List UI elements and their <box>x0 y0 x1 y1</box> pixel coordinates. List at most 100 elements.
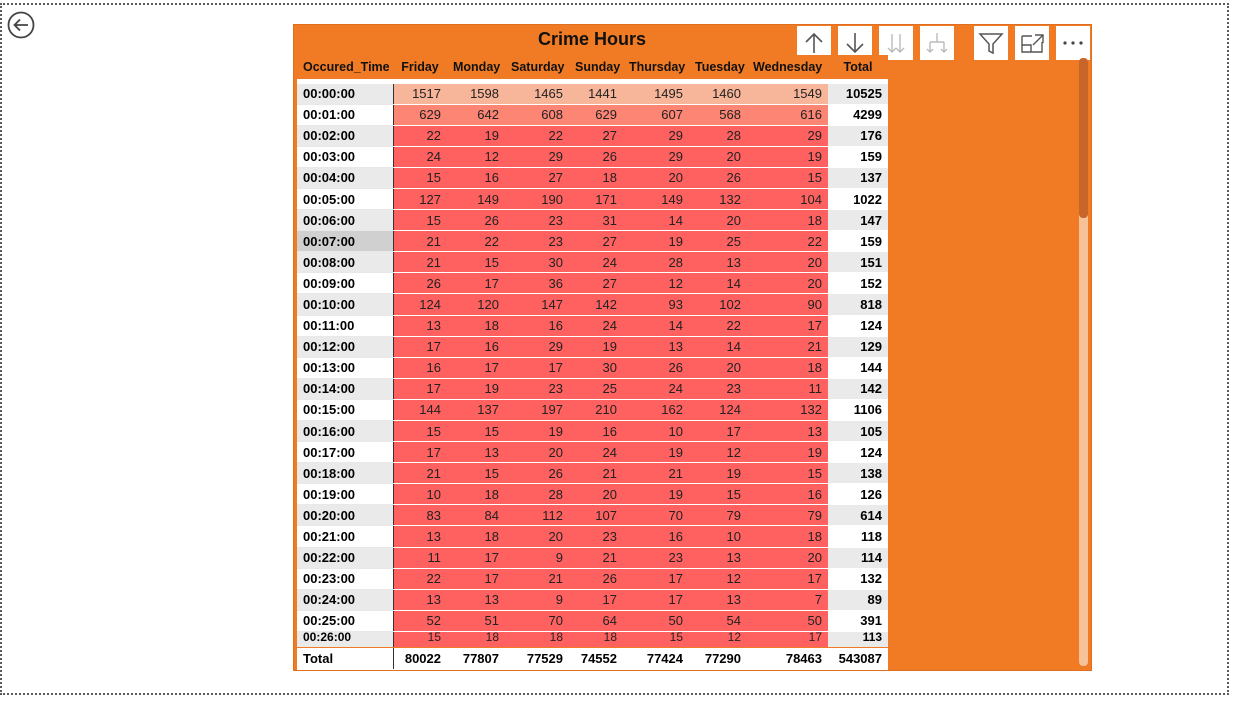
value-cell[interactable]: 13 <box>747 420 828 443</box>
value-cell[interactable]: 127 <box>393 188 447 211</box>
value-cell[interactable]: 15 <box>447 420 505 443</box>
value-cell[interactable]: 19 <box>689 462 747 485</box>
value-cell[interactable]: 18 <box>747 357 828 379</box>
value-cell[interactable]: 23 <box>505 378 569 400</box>
value-cell[interactable]: 15 <box>689 483 747 506</box>
value-cell[interactable]: 23 <box>569 525 623 548</box>
value-cell[interactable]: 19 <box>569 336 623 358</box>
value-cell[interactable]: 13 <box>393 589 447 611</box>
value-cell[interactable]: 16 <box>569 420 623 443</box>
row-header-time[interactable]: 00:18:00 <box>297 462 394 485</box>
table-row[interactable]: 00:13:00 16 17 17 30 26 20 18 144 <box>297 357 888 379</box>
value-cell[interactable]: 26 <box>689 167 747 189</box>
value-cell[interactable]: 607 <box>623 104 689 126</box>
value-cell[interactable]: 190 <box>505 188 569 211</box>
value-cell[interactable]: 93 <box>623 293 689 316</box>
table-row[interactable]: 00:00:00 1517 1598 1465 1441 1495 1460 1549 1052… <box>297 83 888 105</box>
value-cell[interactable]: 17 <box>747 568 828 590</box>
drill-down-icon[interactable] <box>838 26 872 60</box>
value-cell[interactable]: 124 <box>393 293 447 316</box>
row-header-time[interactable]: 00:10:00 <box>297 293 394 316</box>
value-cell[interactable]: 24 <box>623 378 689 400</box>
value-cell[interactable]: 1441 <box>569 83 623 105</box>
value-cell[interactable]: 149 <box>623 188 689 211</box>
value-cell[interactable]: 11 <box>747 378 828 400</box>
table-row[interactable]: 00:16:00 15 15 19 16 10 17 13 105 <box>297 420 888 443</box>
value-cell[interactable]: 137 <box>447 399 505 422</box>
column-header-sunday[interactable]: Sunday <box>569 55 623 79</box>
value-cell[interactable]: 16 <box>447 167 505 189</box>
value-cell[interactable]: 17 <box>393 378 447 400</box>
value-cell[interactable]: 616 <box>747 104 828 126</box>
value-cell[interactable]: 15 <box>393 209 447 232</box>
value-cell[interactable]: 24 <box>393 146 447 168</box>
table-row[interactable]: 00:07:00 21 22 23 27 19 25 22 159 <box>297 230 888 253</box>
value-cell[interactable]: 14 <box>689 336 747 358</box>
row-header-time[interactable]: 00:15:00 <box>297 399 394 422</box>
value-cell[interactable]: 20 <box>505 525 569 548</box>
value-cell[interactable]: 18 <box>447 315 505 337</box>
row-header-time[interactable]: 00:02:00 <box>297 125 394 147</box>
column-header-wednesday[interactable]: Wednesday <box>747 55 828 79</box>
row-header-time[interactable]: 00:00:00 <box>297 83 394 105</box>
table-row[interactable]: 00:08:00 21 15 30 24 28 13 20 151 <box>297 251 888 274</box>
row-header-time[interactable]: 00:04:00 <box>297 167 394 189</box>
row-header-time[interactable]: 00:23:00 <box>297 568 394 590</box>
value-cell[interactable]: 1460 <box>689 83 747 105</box>
value-cell[interactable]: 15 <box>747 462 828 485</box>
row-header-time[interactable]: 00:16:00 <box>297 420 394 443</box>
value-cell[interactable]: 629 <box>569 104 623 126</box>
value-cell[interactable]: 162 <box>623 399 689 422</box>
table-row[interactable]: 00:15:00 144 137 197 210 162 124 132 1106 <box>297 399 888 422</box>
expand-next-level-icon[interactable] <box>879 26 913 60</box>
value-cell[interactable]: 22 <box>447 230 505 253</box>
value-cell[interactable]: 17 <box>505 357 569 379</box>
value-cell[interactable]: 19 <box>747 146 828 168</box>
column-header-total[interactable]: Total <box>828 55 888 79</box>
value-cell[interactable]: 20 <box>689 357 747 379</box>
value-cell[interactable]: 21 <box>747 336 828 358</box>
value-cell[interactable]: 70 <box>623 504 689 527</box>
value-cell[interactable]: 19 <box>505 420 569 443</box>
value-cell[interactable]: 14 <box>689 272 747 295</box>
value-cell[interactable]: 17 <box>393 336 447 358</box>
row-header-time[interactable]: 00:25:00 <box>297 610 394 632</box>
value-cell[interactable]: 13 <box>393 525 447 548</box>
value-cell[interactable]: 11 <box>393 547 447 569</box>
value-cell[interactable]: 21 <box>569 462 623 485</box>
table-row[interactable]: 00:10:00 124 120 147 142 93 102 90 818 <box>297 293 888 316</box>
value-cell[interactable]: 20 <box>747 272 828 295</box>
value-cell[interactable]: 568 <box>689 104 747 126</box>
value-cell[interactable]: 26 <box>393 272 447 295</box>
value-cell[interactable]: 142 <box>569 293 623 316</box>
value-cell[interactable]: 25 <box>569 378 623 400</box>
value-cell[interactable]: 24 <box>569 441 623 464</box>
value-cell[interactable]: 107 <box>569 504 623 527</box>
value-cell[interactable]: 14 <box>623 315 689 337</box>
value-cell[interactable]: 12 <box>689 568 747 590</box>
value-cell[interactable]: 17 <box>623 568 689 590</box>
value-cell[interactable]: 36 <box>505 272 569 295</box>
value-cell[interactable]: 17 <box>447 568 505 590</box>
value-cell[interactable]: 24 <box>569 251 623 274</box>
row-header-time[interactable]: 00:11:00 <box>297 315 394 337</box>
value-cell[interactable]: 608 <box>505 104 569 126</box>
value-cell[interactable]: 70 <box>505 610 569 632</box>
value-cell[interactable]: 16 <box>623 525 689 548</box>
value-cell[interactable]: 20 <box>689 146 747 168</box>
value-cell[interactable]: 52 <box>393 610 447 632</box>
table-row[interactable]: 00:02:00 22 19 22 27 29 28 29 176 <box>297 125 888 147</box>
value-cell[interactable]: 21 <box>393 251 447 274</box>
value-cell[interactable]: 22 <box>393 568 447 590</box>
value-cell[interactable]: 22 <box>393 125 447 147</box>
value-cell[interactable]: 18 <box>747 525 828 548</box>
value-cell[interactable]: 79 <box>689 504 747 527</box>
value-cell[interactable]: 104 <box>747 188 828 211</box>
table-row[interactable]: 00:09:00 26 17 36 27 12 14 20 152 <box>297 272 888 295</box>
table-row[interactable]: 00:23:00 22 17 21 26 17 12 17 132 <box>297 568 888 590</box>
value-cell[interactable]: 64 <box>569 610 623 632</box>
value-cell[interactable]: 12 <box>623 272 689 295</box>
value-cell[interactable]: 21 <box>505 568 569 590</box>
value-cell[interactable]: 26 <box>505 462 569 485</box>
value-cell[interactable]: 20 <box>689 209 747 232</box>
